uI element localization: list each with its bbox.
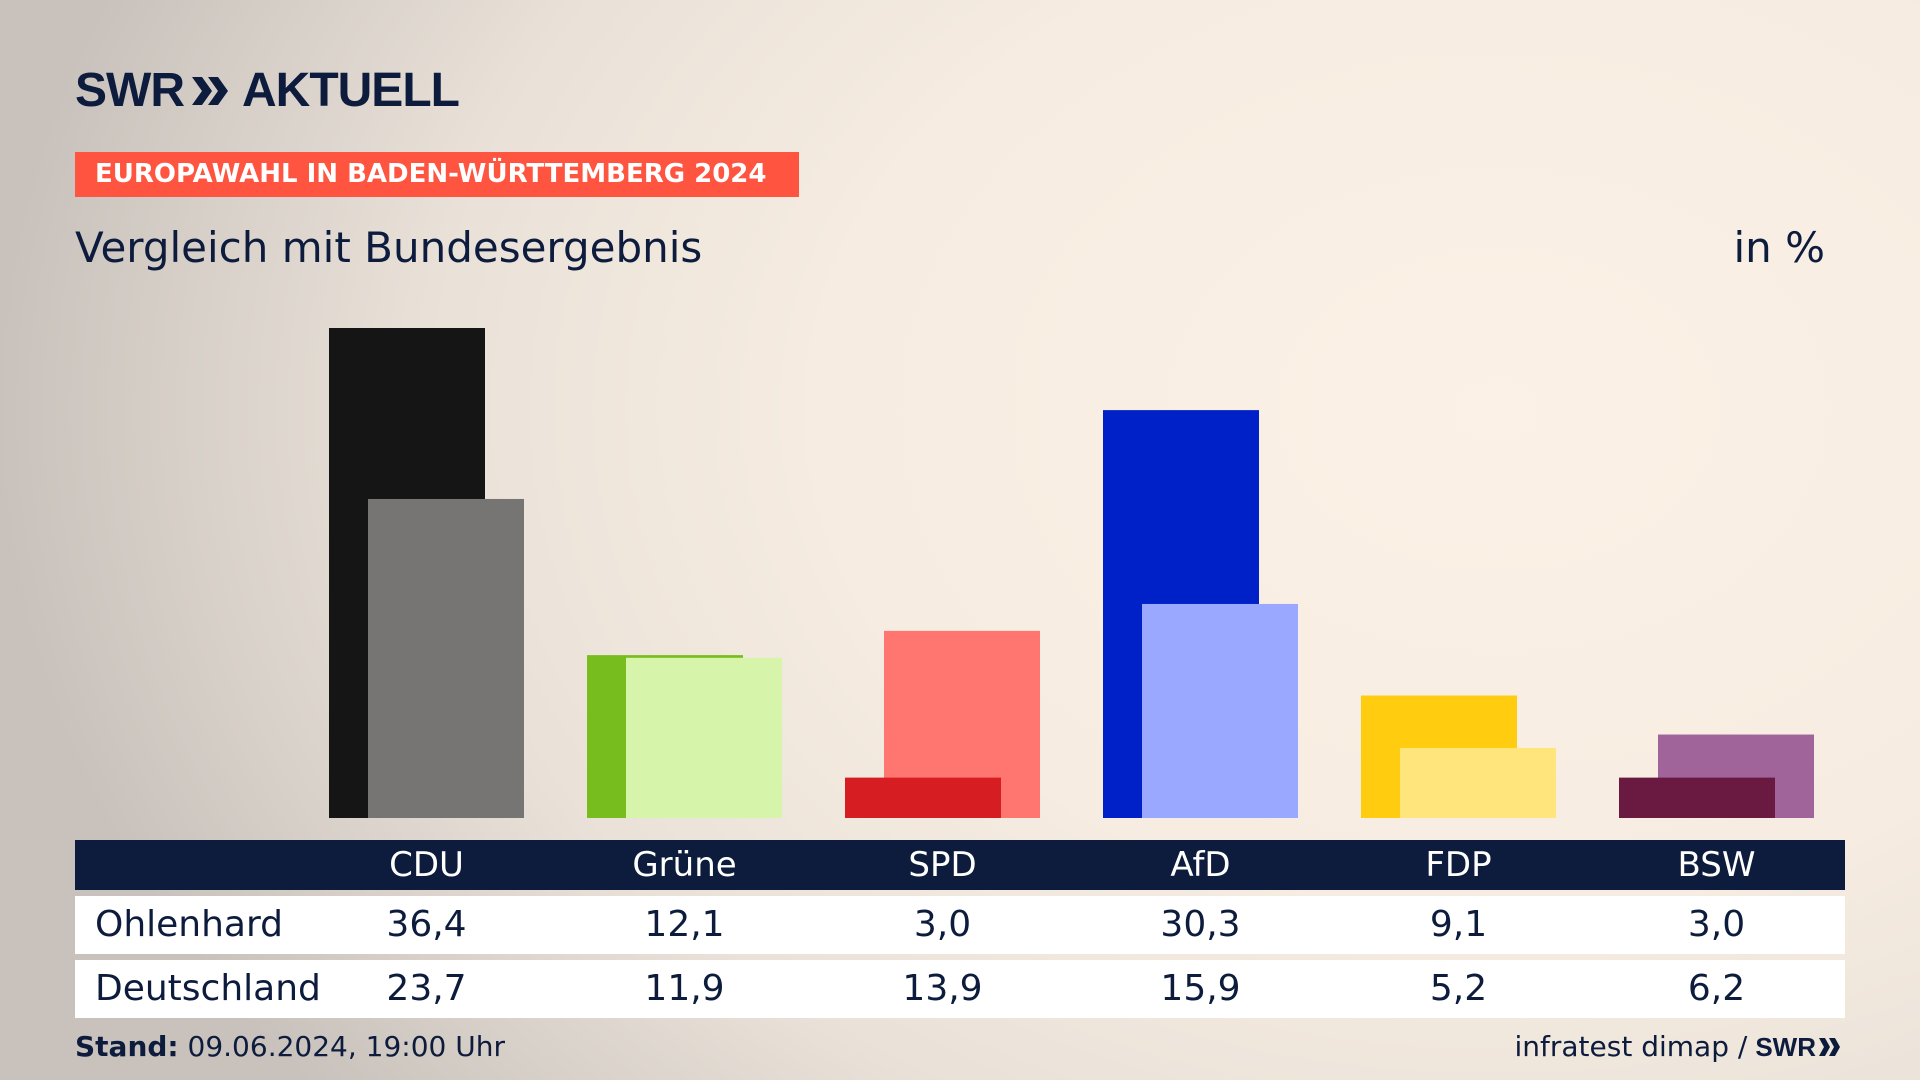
column-header-cdu: CDU (389, 845, 464, 885)
value-cell-afd: 15,9 (1160, 968, 1241, 1009)
row-label: Ohlenhard (95, 904, 284, 945)
double-chevron-icon (191, 77, 228, 105)
value-cell-spd: 3,0 (913, 904, 972, 945)
unit-label: in % (1733, 223, 1825, 272)
table-row-deutschland: Deutschland 23,7 11,9 13,9 15,9 5,2 6,2 (75, 960, 1845, 1018)
value-cell-fdp: 5,2 (1429, 968, 1488, 1009)
column-header-fdp: FDP (1425, 845, 1492, 885)
row-label: Deutschland (95, 968, 321, 1009)
swr-aktuell-logo: SWR AKTUELL (75, 64, 460, 117)
bar-afd-deutschland (1142, 603, 1298, 818)
value-cell-grüne: 12,1 (644, 904, 725, 945)
double-chevron-icon (1819, 1038, 1840, 1056)
table-row-ohlenhard: Ohlenhard 36,4 12,1 3,0 30,3 9,1 3,0 (75, 896, 1845, 954)
column-header-spd: SPD (908, 845, 977, 885)
bar-fdp-deutschland (1400, 748, 1556, 818)
value-cell-spd: 13,9 (902, 968, 983, 1009)
bar-cdu-deutschland (368, 498, 524, 818)
value-cell-grüne: 11,9 (644, 968, 725, 1009)
value-cell-afd: 30,3 (1160, 904, 1241, 945)
chart-headline: Vergleich mit Bundesergebnis (75, 223, 703, 272)
results-table: CDU Grüne SPD AfD FDP BSW Ohlenhard 36,4 12,1 3… (75, 840, 1845, 1018)
stand-label: Stand: (75, 1030, 179, 1063)
stand-value: 09.06.2024, 19:00 Uhr (187, 1030, 505, 1063)
bar-chart (329, 328, 1814, 818)
source-credit: infratest dimap / SWR (1515, 1030, 1843, 1064)
column-header-grüne: Grüne (632, 845, 737, 885)
bar-spd-ohlenhard (845, 777, 1001, 818)
value-cell-fdp: 9,1 (1429, 904, 1488, 945)
column-header-afd: AfD (1170, 845, 1231, 885)
bar-grüne-deutschland (626, 657, 782, 818)
timestamp: Stand: 09.06.2024, 19:00 Uhr (75, 1030, 505, 1064)
table-header-row: CDU Grüne SPD AfD FDP BSW (75, 840, 1845, 890)
source-text: infratest dimap / (1514, 1030, 1748, 1063)
column-header-bsw: BSW (1677, 845, 1756, 885)
value-cell-bsw: 6,2 (1687, 968, 1746, 1009)
logo-aktuell-text: AKTUELL (241, 64, 460, 117)
footer-swr-logo: SWR (1755, 1032, 1816, 1062)
topic-banner: EUROPAWAHL IN BADEN-WÜRTTEMBERG 2024 (75, 152, 799, 197)
logo-swr-text: SWR (75, 64, 185, 117)
value-cell-cdu: 23,7 (386, 968, 467, 1009)
bar-bsw-ohlenhard (1619, 777, 1775, 818)
value-cell-cdu: 36,4 (386, 904, 467, 945)
value-cell-bsw: 3,0 (1687, 904, 1746, 945)
